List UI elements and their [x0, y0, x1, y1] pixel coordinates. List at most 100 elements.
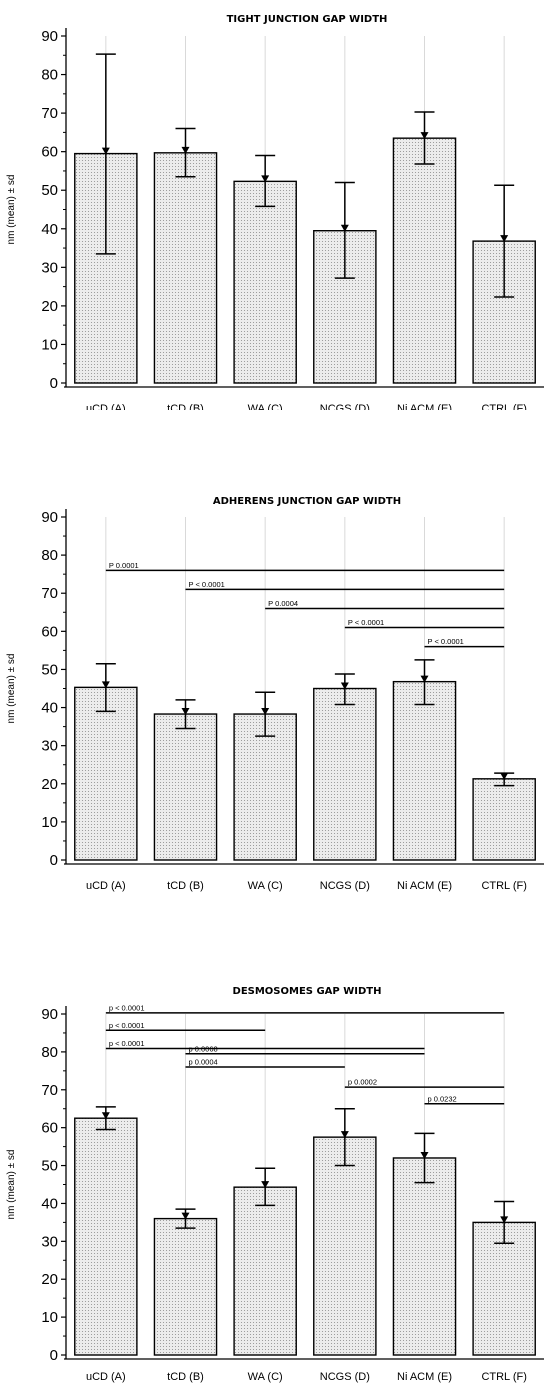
y-tick-label: 50: [41, 182, 58, 199]
p-value-label: p < 0.0001: [109, 1039, 145, 1048]
chart-svg: DESMOSOMES GAP WIDTH 0 10 20 30 40 50 60 70 80 90 n…: [6, 986, 544, 1383]
mean-marker: [500, 772, 509, 780]
category-label: tCD (B): [167, 880, 204, 892]
mean-marker: [420, 675, 429, 683]
p-value-label: P < 0.0001: [189, 580, 225, 589]
bar: [392, 1157, 457, 1356]
y-tick-label: 40: [41, 1195, 58, 1212]
category-label: tCD (B): [167, 403, 204, 410]
category-label: CTRL (F): [481, 1371, 526, 1383]
y-tick-label: 80: [41, 547, 58, 564]
mean-marker: [500, 1216, 509, 1224]
p-value-label: p 0.0002: [348, 1078, 377, 1087]
mean-marker: [340, 682, 349, 690]
y-tick-label: 0: [50, 1347, 58, 1364]
y-tick-label: 60: [41, 144, 58, 161]
y-tick-label: 10: [41, 814, 58, 831]
chart-panel-tight-junction: TIGHT JUNCTION GAP WIDTH 0 10 20 30 40 50 60 70 8…: [0, 0, 547, 410]
y-tick-label: 70: [41, 585, 58, 602]
mean-marker: [101, 1112, 110, 1120]
y-tick-label: 50: [41, 1158, 58, 1175]
p-value-label: P < 0.0001: [348, 618, 384, 627]
p-value-label: p < 0.0001: [109, 1021, 145, 1030]
y-tick-label: 90: [41, 28, 58, 45]
chart-title: TIGHT JUNCTION GAP WIDTH: [227, 14, 388, 25]
p-value-label: P 0.0001: [109, 561, 139, 570]
y-axis-label: nm (mean) ± sd: [6, 175, 17, 245]
bar: [392, 680, 457, 861]
bar: [392, 137, 457, 384]
y-tick-label: 40: [41, 221, 58, 238]
mean-marker: [101, 147, 110, 155]
chart-panel-adherens-junction: ADHERENS JUNCTION GAP WIDTH 0 10 20 30 40 50 60…: [0, 490, 547, 900]
category-label: Ni ACM (E): [397, 403, 452, 410]
bar: [153, 713, 218, 861]
bar: [313, 1136, 377, 1356]
y-tick-label: 40: [41, 700, 58, 717]
y-tick-label: 30: [41, 738, 58, 755]
p-value-label: p 0.0068: [189, 1044, 218, 1053]
y-tick-label: 60: [41, 623, 58, 640]
category-label: uCD (A): [86, 403, 126, 410]
y-tick-label: 10: [41, 336, 58, 353]
y-tick-label: 90: [41, 1006, 58, 1023]
category-label: WA (C): [248, 1371, 283, 1383]
mean-marker: [181, 1212, 190, 1220]
y-tick-label: 20: [41, 1271, 58, 1288]
chart-svg: TIGHT JUNCTION GAP WIDTH 0 10 20 30 40 50 60 70 8…: [6, 14, 544, 410]
bar: [313, 687, 377, 861]
y-tick-label: 20: [41, 776, 58, 793]
category-label: NCGS (D): [320, 403, 370, 410]
category-label: NCGS (D): [320, 880, 370, 892]
category-label: uCD (A): [86, 880, 126, 892]
bar: [74, 686, 138, 861]
category-label: Ni ACM (E): [397, 1371, 452, 1383]
mean-marker: [261, 175, 270, 183]
y-axis-label: nm (mean) ± sd: [6, 1150, 17, 1220]
y-tick-label: 70: [41, 1082, 58, 1099]
y-tick-label: 0: [50, 852, 58, 869]
y-tick-label: 80: [41, 67, 58, 84]
y-tick-label: 10: [41, 1309, 58, 1326]
y-tick-label: 20: [41, 298, 58, 315]
p-value-label: p 0.0004: [189, 1058, 218, 1067]
mean-marker: [420, 132, 429, 140]
mean-marker: [340, 1131, 349, 1139]
bar: [74, 1117, 138, 1356]
mean-marker: [340, 224, 349, 232]
bar: [472, 778, 536, 861]
y-tick-label: 80: [41, 1044, 58, 1061]
chart-title: ADHERENS JUNCTION GAP WIDTH: [213, 496, 401, 507]
mean-marker: [261, 708, 270, 716]
mean-marker: [181, 146, 190, 154]
category-label: NCGS (D): [320, 1371, 370, 1383]
category-label: tCD (B): [167, 1371, 204, 1383]
p-value-label: p < 0.0001: [109, 1003, 145, 1012]
y-tick-label: 60: [41, 1120, 58, 1137]
category-label: uCD (A): [86, 1371, 126, 1383]
bar: [153, 152, 218, 384]
bar: [472, 1221, 536, 1356]
mean-marker: [261, 1181, 270, 1189]
y-tick-label: 50: [41, 661, 58, 678]
bar: [153, 1217, 218, 1356]
mean-marker: [101, 681, 110, 689]
p-value-label: P < 0.0001: [428, 637, 464, 646]
y-tick-label: 30: [41, 1233, 58, 1250]
p-value-label: P 0.0004: [268, 599, 298, 608]
chart-title: DESMOSOMES GAP WIDTH: [233, 986, 382, 997]
chart-panel-desmosomes: DESMOSOMES GAP WIDTH 0 10 20 30 40 50 60 70 80 90 n…: [0, 970, 547, 1387]
y-tick-label: 70: [41, 105, 58, 122]
category-label: CTRL (F): [481, 880, 526, 892]
category-label: Ni ACM (E): [397, 880, 452, 892]
y-tick-label: 30: [41, 259, 58, 276]
chart-svg: ADHERENS JUNCTION GAP WIDTH 0 10 20 30 40 50 60…: [6, 496, 544, 892]
mean-marker: [181, 708, 190, 716]
y-axis-label: nm (mean) ± sd: [6, 654, 17, 724]
mean-marker: [500, 235, 509, 243]
y-tick-label: 0: [50, 375, 58, 392]
mean-marker: [420, 1151, 429, 1159]
y-tick-label: 90: [41, 509, 58, 526]
bar: [233, 180, 297, 384]
category-label: CTRL (F): [481, 403, 526, 410]
